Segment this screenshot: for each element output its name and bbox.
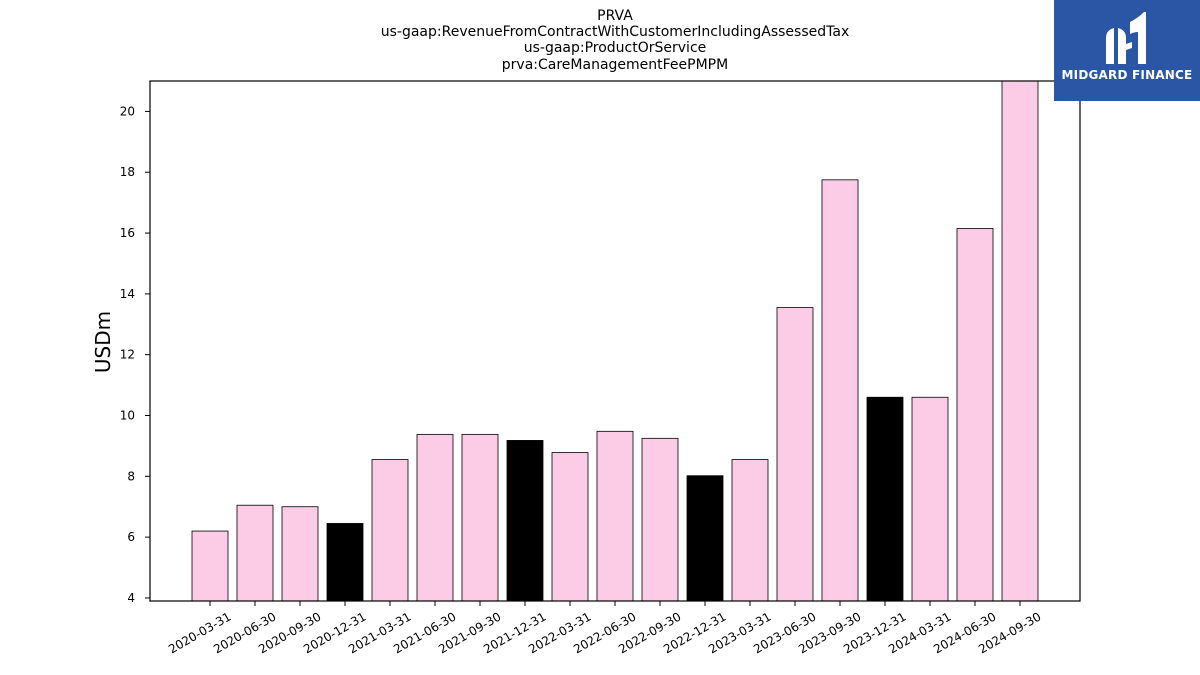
- y-axis-label: USDm: [91, 311, 115, 373]
- logo-text: MIDGARD FINANCE: [1061, 68, 1193, 82]
- bar-2021-03-31: [371, 459, 409, 602]
- midgard-logo-icon: [1106, 12, 1146, 64]
- y-tick-label: 18: [120, 165, 135, 179]
- bar-2020-03-31: [191, 530, 229, 602]
- bar-2022-06-30: [596, 430, 634, 602]
- bar-2023-09-30: [821, 179, 859, 602]
- bar-2021-06-30: [416, 433, 454, 602]
- midgard-finance-logo: MIDGARD FINANCE: [1054, 0, 1200, 101]
- bar-2020-12-31: [326, 523, 364, 602]
- y-axis: 4 6 8 10 12 14 16 18 20: [120, 104, 150, 605]
- bar-2024-09-30: [1001, 80, 1039, 602]
- y-tick-label: 10: [120, 409, 135, 423]
- bar-2024-03-31: [911, 396, 949, 602]
- title-line-0: PRVA: [597, 8, 633, 24]
- bar-2021-09-30: [461, 433, 499, 602]
- bar-2024-06-30: [956, 228, 994, 602]
- bar-2023-06-30: [776, 307, 814, 602]
- y-tick-label: 8: [127, 469, 135, 483]
- y-tick-label: 6: [127, 530, 135, 544]
- x-axis: 2020-03-312020-06-302020-09-302020-12-31…: [166, 601, 1044, 656]
- bar-2022-09-30: [641, 437, 679, 602]
- chart-title: PRVA us-gaap:RevenueFromContractWithCust…: [381, 8, 850, 73]
- title-line-1: us-gaap:RevenueFromContractWithCustomerI…: [381, 24, 850, 40]
- bar-2023-12-31: [866, 396, 904, 602]
- y-tick-label: 12: [120, 348, 135, 362]
- bar-2022-12-31: [686, 475, 724, 602]
- bars-group: [191, 80, 1039, 602]
- bar-2020-09-30: [281, 506, 319, 602]
- y-tick-label: 20: [120, 104, 135, 118]
- y-tick-label: 4: [127, 591, 135, 605]
- y-tick-label: 16: [120, 226, 135, 240]
- title-line-2: us-gaap:ProductOrService: [524, 40, 707, 56]
- bar-2020-06-30: [236, 504, 274, 602]
- bar-2021-12-31: [506, 440, 544, 602]
- title-line-3: prva:CareManagementFeePMPM: [502, 57, 728, 73]
- bar-2023-03-31: [731, 459, 769, 602]
- y-tick-label: 14: [120, 287, 135, 301]
- bar-2022-03-31: [551, 452, 589, 602]
